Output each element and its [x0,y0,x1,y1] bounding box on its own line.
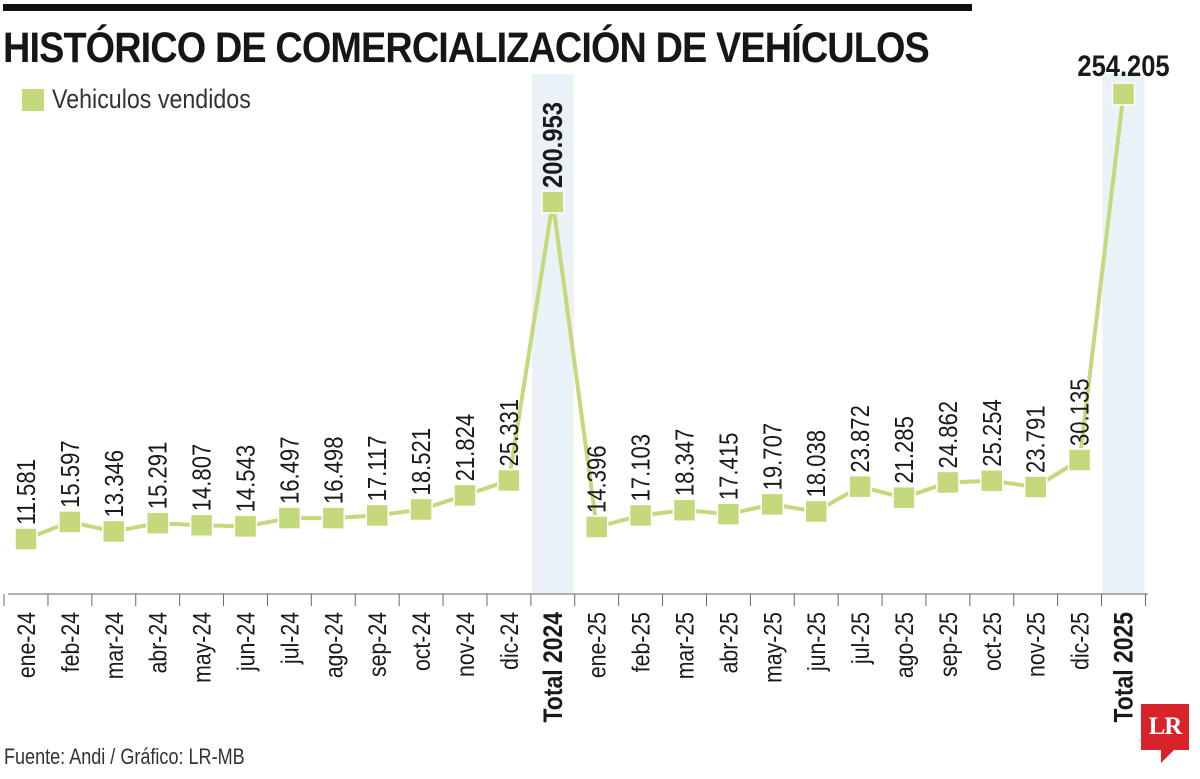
category-labels: ene-24 feb-24 mar-24 abr-24 may-24 jun-24 jul-… [12,612,1139,723]
legend-swatch [22,88,44,111]
title-rule [3,4,972,11]
category-label: oct-24 [407,612,435,671]
chart-title: HISTÓRICO DE COMERCIALIZACIÓN DE VEHÍCUL… [3,24,930,72]
data-label: 14.396 [583,445,612,513]
data-point-marker [189,513,214,538]
data-labels: 11.581 15.597 13.346 15.291 14.807 14.543 16.4… [12,49,1169,525]
category-label: may-24 [188,612,216,683]
category-label: feb-24 [56,612,84,672]
data-point-marker [541,190,565,214]
category-label: abr-25 [715,612,743,673]
category-label: feb-25 [627,612,655,672]
data-label: 14.807 [188,444,217,512]
data-point-marker [848,474,872,499]
category-label: mar-25 [671,612,699,679]
data-label: 23.791 [1022,405,1051,473]
data-point-marker [14,527,38,551]
data-label: 16.497 [276,437,305,505]
data-point-marker [365,503,389,528]
data-label: 15.597 [56,440,85,508]
lr-logo: LR [1141,704,1189,750]
data-point-marker [409,497,433,522]
data-point-marker [936,470,960,495]
logo-tail [1161,749,1175,763]
source-note: Fuente: Andi / Gráfico: LR-MB [4,744,245,769]
category-label: ene-25 [583,612,611,678]
data-label: 11.581 [12,459,41,525]
data-point-marker [58,510,82,534]
data-label: 18.347 [671,429,700,497]
x-ticks [3,594,1146,606]
data-label: 19.707 [759,423,788,491]
category-label: jun-25 [803,612,831,672]
highlight-band [531,74,574,594]
data-point-marker [233,514,258,539]
data-point-marker [584,515,609,539]
data-point-marker [102,519,126,544]
category-label: sep-24 [364,612,392,677]
category-label: mar-24 [100,612,128,679]
data-label: 21.285 [890,416,919,484]
highlight-band [1102,74,1145,594]
data-point-marker [804,499,828,524]
logo-text: LR [1148,713,1183,740]
data-point-marker [277,506,302,530]
category-label: oct-25 [978,612,1006,671]
data-label: 18.038 [803,430,832,498]
category-label: jul-25 [846,612,874,665]
data-point-marker [892,485,916,510]
data-point-marker [1023,475,1048,499]
legend: Vehiculos vendidos [22,84,283,115]
category-label: jun-24 [232,612,260,672]
category-label: Total 2025 [1109,612,1139,723]
category-label: sep-25 [934,612,962,677]
data-label: 25.254 [978,399,1007,467]
category-label: dic-24 [495,612,523,670]
category-label: ene-24 [12,612,40,678]
data-label: 18.521 [407,428,436,496]
data-point-marker [1111,82,1136,106]
data-label: 17.103 [627,434,656,502]
data-markers [14,82,1136,551]
data-point-marker [672,498,697,522]
data-point-marker [145,511,170,535]
data-label: 24.862 [934,401,963,469]
category-label: ago-25 [890,612,918,678]
category-label: jul-24 [276,612,304,665]
category-label: Total 2024 [538,612,568,723]
category-label: dic-25 [1066,612,1094,670]
category-label: may-25 [759,612,787,683]
category-label: nov-25 [1022,612,1050,677]
data-point-marker [760,492,785,517]
category-label: abr-24 [144,612,172,673]
data-point-marker [1067,448,1092,472]
data-label: 16.498 [320,437,349,505]
category-label: ago-24 [320,612,348,678]
data-point-marker [453,483,477,508]
data-label: 254.205 [1077,49,1169,82]
data-label: 25.331 [495,399,524,467]
data-label: 14.543 [232,445,261,513]
data-label: 17.415 [715,433,744,501]
data-label: 13.346 [100,450,129,518]
legend-label: Vehiculos vendidos [52,84,251,114]
data-point-marker [716,502,741,526]
data-label: 30.135 [1066,378,1095,446]
data-point-marker [321,506,346,530]
data-point-marker [497,468,521,493]
data-label: 17.117 [364,436,393,502]
data-point-marker [628,503,653,528]
data-label: 23.872 [846,405,875,473]
category-label: nov-24 [451,612,479,677]
highlight-bands [531,74,1145,594]
data-label: 200.953 [536,102,568,188]
data-point-marker [980,469,1004,493]
data-label: 21.824 [451,414,480,482]
data-label: 15.291 [144,442,173,510]
